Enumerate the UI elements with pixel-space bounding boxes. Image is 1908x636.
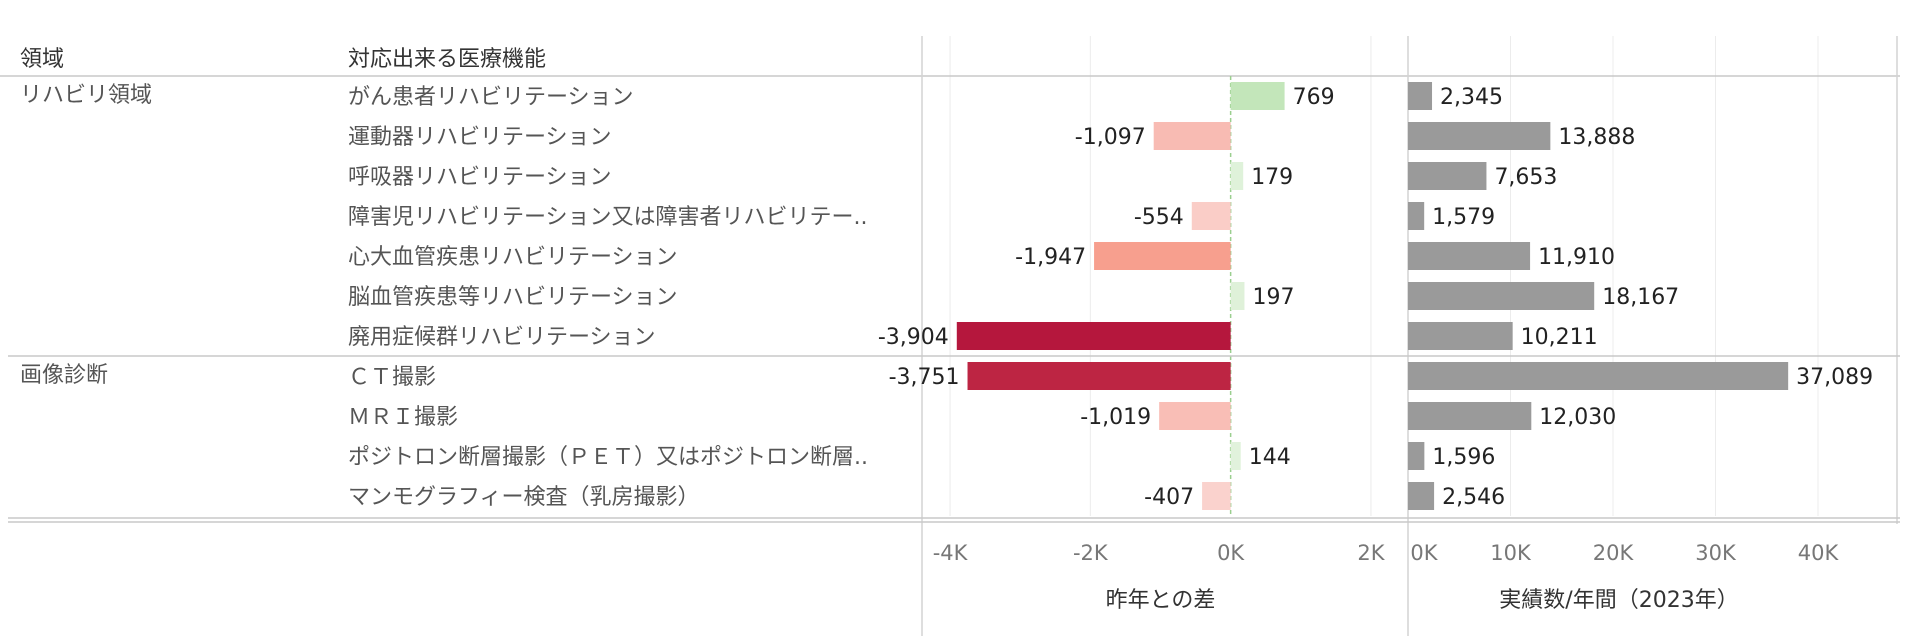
diff-value-label: 197 bbox=[1252, 285, 1294, 310]
diff-bar bbox=[1230, 442, 1241, 470]
actual-value-label: 37,089 bbox=[1796, 365, 1873, 390]
actual-bar bbox=[1408, 242, 1531, 270]
diff-bar bbox=[1094, 242, 1231, 270]
diff-value-label: -1,097 bbox=[1075, 125, 1146, 150]
actual-tick-label: 40K bbox=[1798, 541, 1840, 565]
diff-value-label: 769 bbox=[1293, 85, 1335, 110]
diff-tick-label: 2K bbox=[1357, 541, 1385, 565]
diff-axis-title: 昨年との差 bbox=[1106, 588, 1216, 613]
actual-bar bbox=[1408, 282, 1595, 310]
diff-value-label: -1,019 bbox=[1080, 405, 1151, 430]
diff-value-label: -3,904 bbox=[878, 325, 949, 350]
diff-value-label: 144 bbox=[1249, 445, 1291, 470]
diff-bar bbox=[1153, 122, 1231, 150]
actual-value-label: 11,910 bbox=[1538, 245, 1615, 270]
row-label: ポジトロン断層撮影（ＰＥＴ）又はポジトロン断層.. bbox=[348, 445, 868, 470]
diff-bar bbox=[956, 322, 1231, 350]
actual-value-label: 2,345 bbox=[1440, 85, 1503, 110]
diff-bar bbox=[1230, 82, 1285, 110]
actual-bar bbox=[1408, 162, 1487, 190]
actual-tick-label: 10K bbox=[1490, 541, 1532, 565]
actual-tick-label: 0K bbox=[1410, 541, 1438, 565]
row-label: マンモグラフィー検査（乳房撮影） bbox=[348, 485, 700, 510]
diff-tick-label: -4K bbox=[933, 541, 969, 565]
diff-bar bbox=[1230, 162, 1244, 190]
actual-value-label: 7,653 bbox=[1494, 165, 1557, 190]
header-function: 対応出来る医療機能 bbox=[348, 47, 546, 72]
row-label: ＣＴ撮影 bbox=[348, 365, 436, 390]
diff-bar bbox=[967, 362, 1231, 390]
actual-axis-title: 実績数/年間（2023年） bbox=[1499, 588, 1738, 613]
actual-value-label: 1,596 bbox=[1432, 445, 1495, 470]
actual-value-label: 1,579 bbox=[1432, 205, 1495, 230]
diff-bar bbox=[1191, 202, 1231, 230]
diff-value-label: -3,751 bbox=[889, 365, 960, 390]
group-label: 画像診断 bbox=[20, 363, 108, 388]
actual-bar bbox=[1408, 442, 1425, 470]
row-label: 心大血管疾患リハビリテーション bbox=[348, 245, 678, 270]
actual-bar bbox=[1408, 202, 1425, 230]
row-label: がん患者リハビリテーション bbox=[348, 85, 634, 110]
row-label: 障害児リハビリテーション又は障害者リハビリテー.. bbox=[348, 205, 868, 230]
actual-tick-label: 30K bbox=[1695, 541, 1737, 565]
actual-value-label: 18,167 bbox=[1602, 285, 1679, 310]
actual-bar bbox=[1408, 402, 1532, 430]
actual-tick-label: 20K bbox=[1593, 541, 1635, 565]
row-label: 廃用症候群リハビリテーション bbox=[348, 325, 656, 350]
row-label: 脳血管疾患等リハビリテーション bbox=[348, 285, 678, 310]
actual-bar bbox=[1408, 122, 1551, 150]
row-label: ＭＲＩ撮影 bbox=[348, 405, 458, 430]
diff-value-label: -554 bbox=[1134, 205, 1184, 230]
actual-value-label: 2,546 bbox=[1442, 485, 1505, 510]
actual-bar bbox=[1408, 82, 1433, 110]
diff-tick-label: -2K bbox=[1073, 541, 1109, 565]
row-label: 呼吸器リハビリテーション bbox=[348, 165, 612, 190]
header-area: 領域 bbox=[20, 47, 64, 72]
diff-tick-label: 0K bbox=[1217, 541, 1245, 565]
diff-bar bbox=[1202, 482, 1231, 510]
diff-bar bbox=[1159, 402, 1231, 430]
actual-bar bbox=[1408, 322, 1513, 350]
actual-bar bbox=[1408, 362, 1789, 390]
diff-bar bbox=[1230, 282, 1245, 310]
group-label: リハビリ領域 bbox=[20, 83, 152, 108]
diff-value-label: 179 bbox=[1251, 165, 1293, 190]
row-label: 運動器リハビリテーション bbox=[348, 125, 612, 150]
diff-value-label: -407 bbox=[1144, 485, 1194, 510]
actual-value-label: 10,211 bbox=[1521, 325, 1598, 350]
diff-value-label: -1,947 bbox=[1015, 245, 1086, 270]
actual-bar bbox=[1408, 482, 1435, 510]
actual-value-label: 12,030 bbox=[1539, 405, 1616, 430]
actual-value-label: 13,888 bbox=[1558, 125, 1635, 150]
